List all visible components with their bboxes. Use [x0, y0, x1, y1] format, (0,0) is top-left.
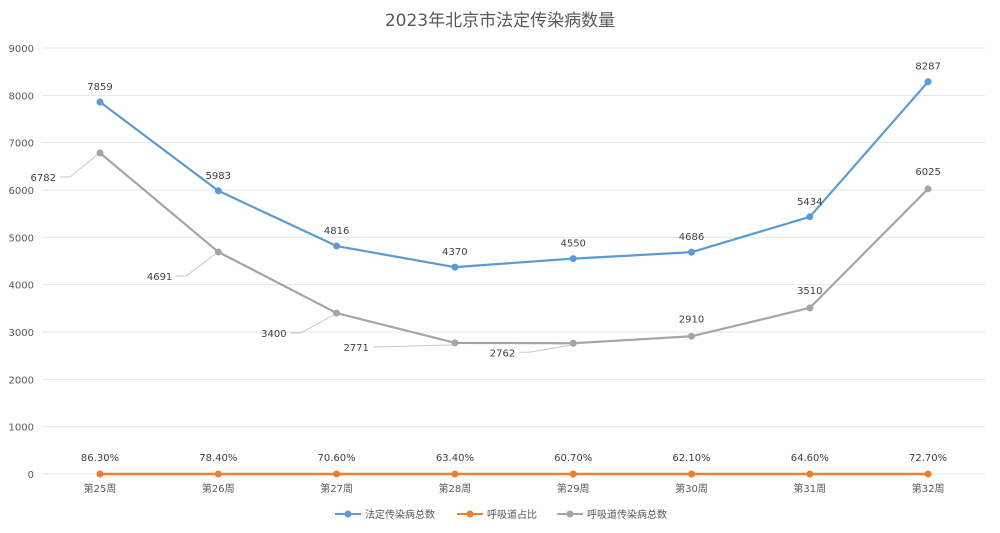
- data-point: [451, 339, 459, 347]
- series-line: [99, 152, 929, 345]
- series-line: [99, 81, 929, 269]
- y-tick-label: 7000: [9, 139, 34, 150]
- x-tick-label: 第28周: [439, 482, 472, 495]
- data-point: [688, 332, 695, 340]
- data-label: 6025: [915, 167, 940, 178]
- series-2: [96, 149, 932, 347]
- series-1: [96, 470, 932, 478]
- data-label: 6782: [31, 173, 56, 184]
- data-point: [688, 470, 695, 478]
- leader-line: [529, 344, 571, 353]
- data-point: [214, 470, 222, 478]
- y-tick-label: 0: [28, 470, 34, 481]
- data-label: 8287: [915, 62, 940, 73]
- data-label: 7859: [87, 82, 112, 93]
- x-tick-label: 第32周: [912, 482, 945, 495]
- data-point: [451, 263, 459, 271]
- data-point: [569, 339, 577, 347]
- data-label: 78.40%: [199, 453, 237, 464]
- data-label: 63.40%: [436, 453, 474, 464]
- y-tick-label: 3000: [9, 328, 34, 339]
- y-tick-label: 9000: [9, 44, 34, 55]
- data-label: 2762: [490, 348, 515, 359]
- data-label: 5983: [206, 171, 231, 182]
- leader-line: [69, 154, 98, 178]
- data-point: [806, 304, 814, 312]
- data-point: [214, 248, 222, 256]
- data-point: [924, 78, 932, 86]
- data-point: [333, 470, 341, 478]
- y-tick-label: 2000: [9, 375, 34, 386]
- data-point: [96, 470, 104, 478]
- data-label: 4686: [679, 232, 704, 243]
- data-point: [806, 213, 814, 221]
- data-label: 4550: [560, 239, 585, 250]
- legend-label: 呼吸道占比: [487, 508, 537, 521]
- y-tick-label: 5000: [9, 233, 34, 244]
- data-label: 4816: [324, 226, 349, 237]
- data-label: 72.70%: [909, 453, 947, 464]
- legend-swatch-marker: [344, 510, 352, 518]
- legend-label: 呼吸道传染病总数: [587, 508, 667, 521]
- data-label: 3510: [797, 286, 822, 297]
- y-tick-label: 6000: [9, 186, 34, 197]
- legend-swatch-marker: [566, 510, 574, 518]
- series-0: [96, 78, 932, 271]
- data-point: [924, 470, 932, 478]
- data-label: 62.10%: [672, 453, 710, 464]
- y-tick-label: 1000: [9, 423, 34, 434]
- legend-label: 法定传染病总数: [365, 508, 435, 521]
- legend-swatch-marker: [466, 510, 474, 518]
- data-label: 2771: [343, 343, 368, 354]
- x-tick-label: 第25周: [84, 482, 117, 495]
- data-point: [96, 149, 104, 157]
- x-tick-label: 第29周: [557, 482, 590, 495]
- x-tick-label: 第27周: [320, 482, 353, 495]
- data-label: 4370: [442, 247, 467, 258]
- data-label: 5434: [797, 197, 822, 208]
- data-label: 3400: [261, 329, 286, 340]
- leader-line: [300, 314, 334, 334]
- data-point: [806, 470, 814, 478]
- data-point: [333, 242, 341, 250]
- data-point: [451, 470, 459, 478]
- data-label: 70.60%: [318, 453, 356, 464]
- data-label: 64.60%: [791, 453, 829, 464]
- data-point: [924, 185, 932, 193]
- x-tick-label: 第31周: [793, 482, 826, 495]
- data-point: [569, 255, 577, 263]
- data-point: [333, 309, 341, 317]
- y-tick-label: 8000: [9, 91, 34, 102]
- leader-line: [382, 344, 452, 348]
- x-tick-label: 第30周: [675, 482, 708, 495]
- data-label: 60.70%: [554, 453, 592, 464]
- chart-title: 2023年北京市法定传染病数量: [385, 11, 615, 31]
- x-tick-label: 第26周: [202, 482, 235, 495]
- data-label: 86.30%: [81, 453, 119, 464]
- data-point: [569, 470, 577, 478]
- data-label: 4691: [147, 272, 172, 283]
- data-label: 2910: [679, 314, 704, 325]
- data-point: [688, 248, 695, 256]
- y-tick-label: 4000: [9, 281, 34, 292]
- leader-line: [185, 253, 216, 277]
- data-point: [96, 98, 104, 106]
- data-point: [214, 187, 222, 195]
